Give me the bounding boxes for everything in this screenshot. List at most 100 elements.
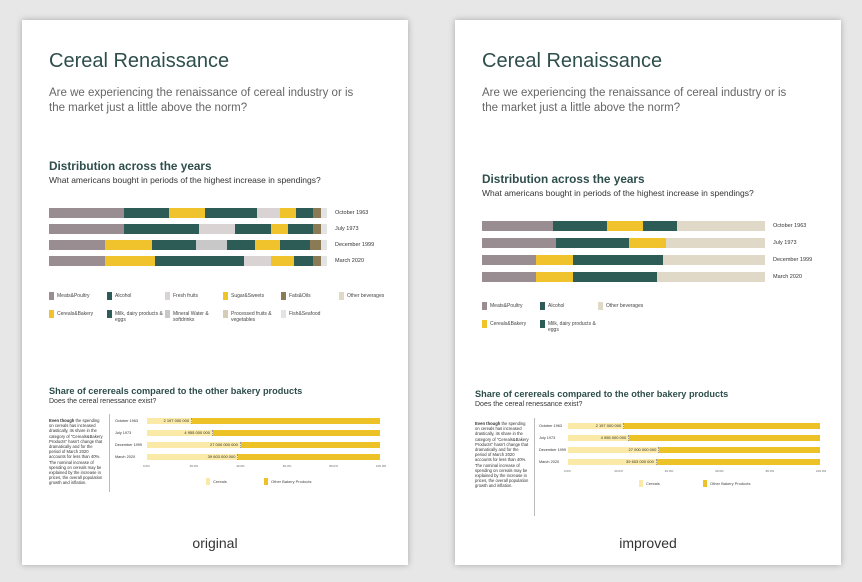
- cereal-segment: 4 955 000 000: [568, 435, 630, 441]
- legend-label: Cereals&Bakery: [57, 311, 94, 317]
- row-label: October 1963: [773, 223, 807, 229]
- axis-tick-label: 40.0%: [236, 464, 245, 468]
- axis-tick-label: 80.0%: [329, 464, 338, 468]
- bar-segment-0-3: [204, 208, 258, 218]
- bar-segment-2-7: [663, 255, 765, 265]
- bar-segment-0-7: [257, 208, 280, 218]
- bar-segment-3-3: [154, 256, 216, 266]
- share-bar-2: 27 000 000 000: [147, 442, 380, 448]
- bar-segment-2-11: [321, 240, 327, 250]
- other-bakery-segment: [212, 430, 380, 436]
- legend-swatch: [598, 302, 603, 310]
- page-subtitle: Are we experiencing the renaissance of c…: [49, 87, 354, 114]
- axis-tick-label: 20.0%: [614, 469, 623, 473]
- distribution-subtitle: What americans bought in periods of the …: [49, 175, 321, 185]
- other-bakery-segment: [659, 447, 820, 453]
- share-legend-swatch: [206, 478, 210, 485]
- bar-segment-2-6: [226, 240, 255, 250]
- axis-tick-label: 20.0%: [189, 464, 199, 468]
- row-label: December 1999: [335, 242, 375, 248]
- share-divider: [534, 418, 535, 516]
- bar-segment-3-9: [293, 256, 314, 266]
- share-divider: [109, 414, 110, 492]
- share-legend-label: Cereals: [213, 479, 227, 484]
- bar-segment-0-10: [313, 208, 322, 218]
- cereal-value-label: 4 955 000 000: [600, 435, 627, 440]
- other-bakery-segment: [656, 459, 820, 465]
- legend-swatch: [540, 302, 545, 310]
- bar-segment-3-5: [572, 272, 658, 282]
- bar-segment-0-11: [321, 208, 327, 218]
- distribution-bar-0: [49, 208, 327, 218]
- bar-segment-3-8: [271, 256, 294, 266]
- legend-swatch: [223, 292, 228, 300]
- share-legend-label: Other Bakery Products: [271, 479, 312, 484]
- share-row-label: December 1999: [115, 443, 143, 447]
- distribution-bar-2: [49, 240, 327, 250]
- row-label: March 2020: [773, 274, 803, 280]
- axis-tick-label: 60.0%: [282, 464, 292, 468]
- axis-tick-label: 100.0%: [816, 469, 827, 473]
- axis-tick-label: 100.0%: [376, 464, 387, 468]
- share-bar-1: 4 955 000 000: [147, 430, 380, 436]
- bar-segment-3-2: [104, 256, 155, 266]
- bar-segment-0-1: [552, 221, 607, 231]
- bar-segment-1-5: [199, 224, 236, 234]
- share-row-label: July 1973: [539, 436, 556, 440]
- bar-segment-2-8: [254, 240, 280, 250]
- share-note-bold: Even though: [475, 421, 501, 426]
- axis-tick-label: 60.0%: [715, 469, 724, 473]
- legend-label: Meats&Poultry: [57, 293, 90, 299]
- legend-label: Alcohol: [115, 293, 132, 299]
- share-legend-swatch: [264, 478, 268, 485]
- cereal-segment: 39 603 000 000: [147, 454, 239, 460]
- bar-segment-1-11: [321, 224, 327, 234]
- bar-segment-0-2: [168, 208, 205, 218]
- legend-swatch: [281, 310, 286, 318]
- share-row-label: March 2020: [115, 455, 136, 459]
- bar-segment-2-9: [279, 240, 311, 250]
- share-note-text: the spending on cereals has increased dr…: [475, 421, 529, 489]
- bar-segment-2-0: [49, 240, 105, 250]
- share-bar-2: 27 000 000 000: [568, 447, 820, 453]
- row-label: December 1999: [773, 257, 813, 263]
- share-row-label: October 1963: [539, 424, 563, 428]
- page-improved: Cereal Renaissance Are we experiencing t…: [455, 20, 841, 565]
- share-bar-0: 2 197 000 000: [568, 423, 820, 429]
- bar-segment-0-0: [49, 208, 125, 218]
- cereal-value-label: 2 197 000 000: [595, 423, 622, 428]
- bar-segment-3-6: [215, 256, 244, 266]
- legend-swatch: [540, 320, 545, 328]
- distribution-bar-3: [482, 272, 765, 282]
- bar-segment-2-4: [572, 255, 618, 265]
- share-bar-3: 39 603 000 000: [147, 454, 380, 460]
- distribution-bar-0: [482, 221, 765, 231]
- page-title: Cereal Renaissance: [482, 50, 663, 72]
- share-bar-3: 39 603 000 000: [568, 459, 820, 465]
- legend-swatch: [482, 320, 487, 328]
- bar-segment-1-8: [271, 224, 289, 234]
- bar-segment-0-9: [296, 208, 314, 218]
- bar-segment-3-2: [535, 272, 573, 282]
- cereal-segment: 27 000 000 000: [147, 442, 241, 448]
- cereal-value-label: 27 000 000 000: [628, 447, 657, 452]
- legend-label: Other beverages: [347, 293, 385, 299]
- cereal-segment: 27 000 000 000: [568, 447, 660, 453]
- bar-segment-3-7: [657, 272, 765, 282]
- legend-swatch: [49, 292, 54, 300]
- cereal-segment: 4 955 000 000: [147, 430, 213, 436]
- bar-segment-3-0: [482, 272, 536, 282]
- axis-tick-label: 80.0%: [765, 469, 775, 473]
- bar-segment-2-2: [535, 255, 573, 265]
- bar-segment-1-7: [665, 238, 765, 248]
- share-title: Share of cerereals compared to the other…: [49, 386, 303, 396]
- distribution-title: Distribution across the years: [482, 172, 645, 186]
- other-bakery-segment: [240, 442, 380, 448]
- bar-segment-3-10: [313, 256, 322, 266]
- cereal-value-label: 27 000 000 000: [209, 442, 238, 447]
- share-row-label: March 2020: [539, 460, 560, 464]
- legend-label: Milk, dairy products & eggs: [115, 311, 163, 323]
- legend-swatch: [49, 310, 54, 318]
- cereal-value-label: 39 603 000 000: [207, 454, 236, 459]
- cereal-segment: 2 197 000 000: [568, 423, 625, 429]
